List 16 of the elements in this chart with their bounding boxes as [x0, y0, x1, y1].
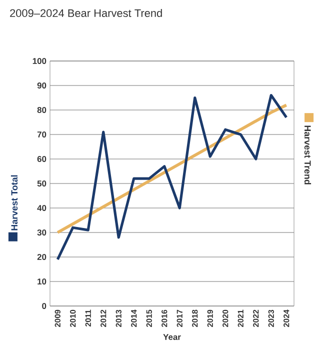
y-tick-label: 70	[37, 132, 46, 138]
y-tick-label: 90	[37, 82, 46, 88]
y-tick-label: 50	[37, 180, 46, 186]
line-series	[56, 94, 288, 261]
y-tick-label: 30	[37, 230, 46, 236]
y-tick-label: 80	[37, 107, 46, 113]
y-tick-label: 100	[32, 58, 46, 64]
y-tick-label: 60	[37, 156, 46, 162]
x-axis-title: Year	[163, 334, 181, 340]
legend-label: Harvest Trend	[304, 126, 312, 184]
text: Harvest Total	[10, 175, 18, 230]
y-tick-label: 20	[37, 254, 46, 260]
y-tick-label: 10	[38, 278, 46, 284]
y-tick-label: 0	[42, 303, 46, 309]
y-tick-label: 40	[37, 205, 46, 211]
chart-title: 2009–2024 Bear Harvest Trend	[10, 8, 162, 18]
